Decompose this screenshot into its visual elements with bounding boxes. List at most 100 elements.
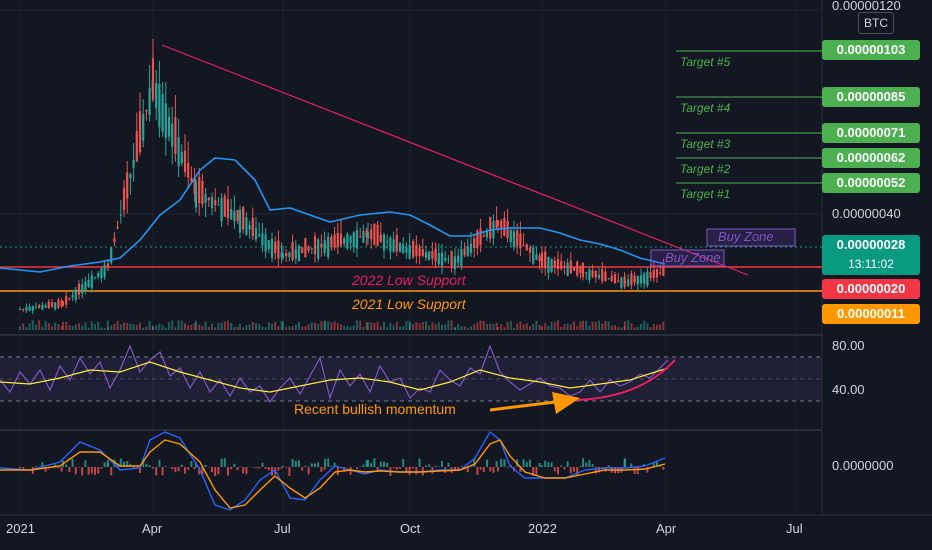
macd-histogram-bar [365, 460, 368, 467]
candle-body [613, 274, 617, 284]
macd-histogram-bar [22, 467, 25, 469]
macd-histogram-bar [646, 467, 649, 473]
candle-body [633, 275, 636, 283]
macd-histogram-bar [74, 467, 77, 475]
candle-body [431, 250, 434, 259]
volume-bar [624, 321, 626, 330]
volume-bar [627, 320, 630, 330]
macd-histogram-bar [607, 465, 610, 467]
candle-body [236, 210, 239, 221]
volume-bar [513, 327, 515, 330]
support-2021-price-tag[interactable]: 0.00000011 [822, 304, 920, 324]
candle-body [444, 257, 447, 261]
volume-bar [100, 327, 103, 330]
macd-histogram-bar [227, 467, 229, 476]
candle-body [264, 234, 267, 252]
candle-body [34, 306, 38, 308]
candle-body [482, 235, 485, 237]
volume-bar [643, 320, 646, 330]
macd-histogram-bar [110, 467, 113, 476]
candle-body [103, 264, 106, 277]
macd-histogram-bar [158, 459, 161, 467]
volume-bar [588, 325, 591, 330]
macd-histogram-bar [503, 459, 506, 467]
macd-histogram-bar [87, 467, 90, 475]
macd-histogram-bar [201, 467, 204, 476]
support-2022-price-tag[interactable]: 0.00000020 [822, 279, 920, 299]
target-1-price-tag[interactable]: 0.00000052 [822, 173, 920, 193]
volume-bar [636, 326, 639, 330]
macd-histogram-bar [171, 467, 174, 470]
candle-body [366, 231, 370, 239]
candle-body [336, 233, 339, 248]
volume-bar [346, 325, 349, 330]
downtrend-line[interactable] [161, 44, 749, 276]
candle-body [617, 280, 620, 282]
momentum-arrow[interactable] [489, 392, 580, 414]
candle-body [132, 159, 135, 168]
candle-body [649, 272, 652, 279]
candle-body [473, 238, 476, 248]
macd-histogram-bar [310, 463, 313, 467]
macd-histogram-bar [239, 466, 241, 467]
volume-bar [248, 324, 251, 330]
macd-histogram-bar [576, 467, 579, 476]
volume-bar [314, 322, 316, 330]
macd-histogram-bar [233, 463, 236, 467]
buy-zone-box-2[interactable] [650, 249, 725, 267]
volume-bar [47, 323, 50, 330]
candle-body [304, 237, 307, 258]
volume-bar [103, 327, 106, 330]
month-label-2022: 2022 [528, 521, 557, 536]
macd-histogram-bar [662, 467, 665, 470]
candle-body [113, 237, 116, 243]
macd-histogram-bar [90, 467, 93, 474]
volume-bar [352, 325, 355, 330]
macd-histogram-bar [563, 467, 566, 470]
macd-histogram-bar [204, 464, 207, 467]
volume-bar [349, 326, 352, 330]
candle-body [47, 301, 50, 309]
candle-body [226, 199, 230, 219]
candle-body [346, 234, 349, 249]
macd-histogram-bar [19, 467, 21, 469]
currency-badge[interactable]: BTC [858, 12, 894, 34]
candle-body [620, 277, 623, 288]
volume-bar [25, 327, 28, 330]
volume-bar [60, 325, 63, 330]
candle-body [217, 204, 220, 206]
volume-bar [171, 320, 174, 330]
candle-body [392, 239, 395, 252]
current-price-tag[interactable]: 0.00000028 13:11:02 [822, 235, 920, 275]
target-5-price-tag[interactable]: 0.00000103 [822, 40, 920, 60]
momentum-label: Recent bullish momentum [294, 401, 456, 417]
volume-bar [41, 326, 44, 330]
target-2-price-tag[interactable]: 0.00000062 [822, 148, 920, 168]
macd-histogram-bar [280, 467, 283, 469]
volume-bar [365, 322, 368, 330]
candle-body [585, 272, 588, 274]
candle-body [81, 284, 84, 294]
volume-bar [460, 326, 463, 330]
volume-bar [84, 322, 87, 330]
macd-histogram-bar [65, 464, 68, 467]
macd-histogram-bar [217, 467, 220, 475]
volume-bar [428, 325, 431, 330]
macd-histogram-bar [405, 467, 408, 473]
buy-zone-label-1: Buy Zone [718, 229, 774, 244]
volume-bar [649, 327, 652, 330]
candle-body [398, 243, 402, 252]
target-4-price-tag[interactable]: 0.00000085 [822, 87, 920, 107]
candle-body [538, 255, 541, 262]
volume-bar [261, 326, 264, 330]
candle-body [516, 230, 519, 246]
target-3-price-tag[interactable]: 0.00000071 [822, 123, 920, 143]
volume-bar [110, 325, 113, 330]
buy-zone-box-1[interactable] [706, 228, 796, 247]
volume-bar [223, 321, 226, 330]
candle-body [65, 295, 68, 305]
current-price-value: 0.00000028 [836, 237, 906, 252]
macd-histogram-bar [598, 467, 600, 473]
volume-bar [386, 327, 389, 330]
